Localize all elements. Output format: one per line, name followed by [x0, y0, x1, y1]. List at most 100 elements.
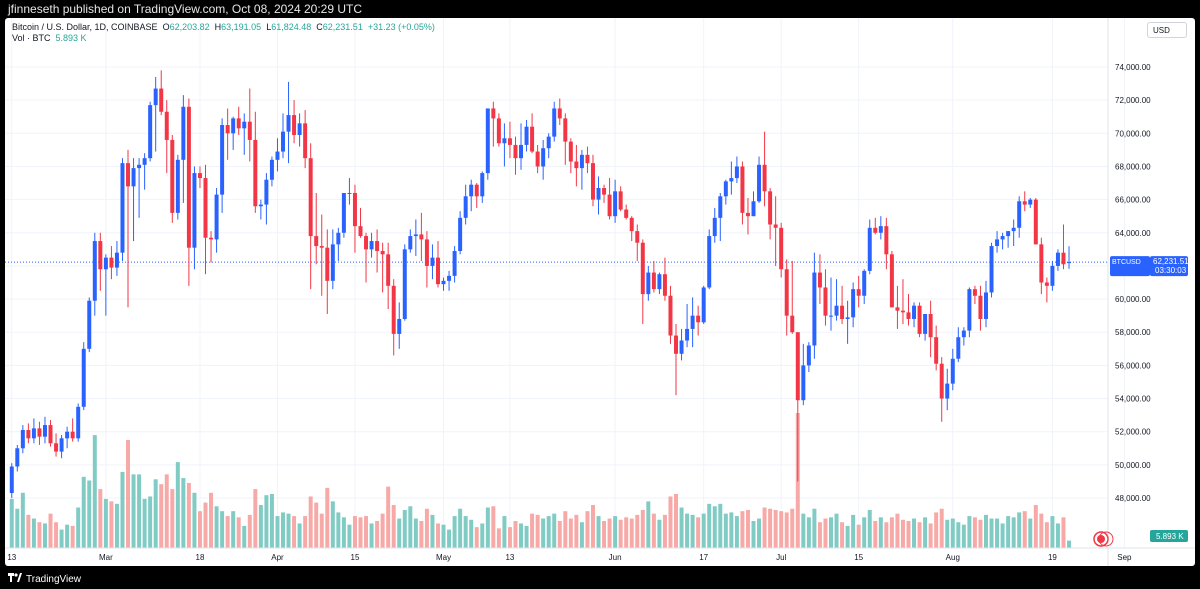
candle-body — [347, 192, 352, 194]
volume-bar — [912, 518, 917, 548]
candle-body — [54, 443, 59, 452]
volume-bar — [319, 513, 324, 548]
volume-bar — [1067, 540, 1072, 548]
candle-body — [707, 236, 712, 288]
volume-bar — [674, 494, 679, 548]
volume-bar — [867, 509, 872, 548]
candle-body — [474, 184, 479, 197]
candle-body — [934, 337, 939, 364]
candle-body — [613, 191, 618, 217]
x-tick-label: Apr — [271, 553, 284, 562]
candle-body — [31, 428, 36, 439]
volume-bar — [585, 511, 590, 548]
volume-bar — [303, 516, 308, 548]
y-tick-label: 74,000.00 — [1115, 63, 1151, 72]
volume-bar — [579, 522, 584, 548]
candle-body — [65, 431, 70, 439]
volume-label: Vol · BTC — [12, 33, 51, 43]
volume-bar — [995, 518, 1000, 548]
candle-body — [668, 295, 673, 336]
candle-body — [220, 125, 225, 195]
candle-body — [76, 406, 81, 439]
candle-body — [186, 106, 191, 248]
volume-bar — [801, 513, 806, 548]
volume-bar — [928, 523, 933, 548]
x-tick-label: 17 — [699, 553, 708, 562]
candle-body — [258, 204, 263, 207]
candle-body — [413, 234, 418, 237]
volume-bar — [812, 508, 817, 548]
events-marker-icon[interactable] — [1093, 531, 1114, 547]
volume-bar — [98, 489, 103, 548]
volume-bar — [181, 478, 186, 548]
candle-body — [319, 246, 324, 248]
candle-body — [995, 239, 1000, 247]
price-tag-countdown: 03:30:03 — [1155, 266, 1187, 275]
candle-body — [784, 269, 789, 316]
candle-body — [26, 430, 31, 439]
volume-bar — [668, 496, 673, 548]
candle-body — [325, 247, 330, 281]
price-tag-symbol: BTCUSD — [1112, 259, 1141, 266]
candle-body — [109, 257, 114, 268]
volume-bar — [1017, 512, 1022, 548]
candle-body — [989, 246, 994, 293]
candle-body — [1044, 282, 1049, 286]
volume-bar — [1006, 516, 1011, 548]
candle-body — [956, 337, 961, 359]
candle-body — [840, 305, 845, 319]
volume-bar — [314, 502, 319, 548]
volume-bar — [961, 524, 966, 548]
volume-bar — [690, 514, 695, 548]
price-chart[interactable]: 48,000.00 50,000.00 52,000.00 54,000.00 56,0… — [5, 18, 1195, 566]
candle-body — [729, 178, 734, 182]
volume-row: Vol · BTC 5.893 K — [12, 33, 435, 44]
volume-bar — [220, 511, 225, 548]
close-value: 62,231.51 — [322, 22, 363, 32]
tradingview-logo[interactable]: TradingView — [8, 573, 81, 585]
candle-body — [829, 315, 833, 317]
candle-body — [878, 226, 883, 233]
candle-body — [98, 241, 103, 270]
volume-bar — [552, 513, 557, 548]
volume-bar — [496, 528, 501, 548]
volume-bar — [662, 514, 667, 548]
candle-body — [159, 88, 164, 112]
volume-bar — [740, 511, 745, 548]
volume-bar — [369, 523, 374, 548]
candle-body — [790, 315, 795, 333]
volume-bar — [651, 513, 656, 548]
candle-body — [391, 285, 396, 334]
candle-body — [917, 305, 922, 334]
volume-bar — [729, 512, 734, 548]
volume-bar — [54, 522, 59, 548]
volume-bar — [347, 524, 352, 548]
candle-body — [1050, 265, 1055, 286]
volume-bar — [380, 513, 385, 548]
volume-bar — [148, 496, 153, 548]
volume-bar — [48, 513, 53, 548]
candle-body — [740, 166, 745, 213]
time-axis[interactable]: 13Mar18Apr15May13Jun17Jul15Aug19Sep16Oct… — [7, 553, 1195, 562]
volume-bar — [463, 516, 468, 548]
candle-body — [1039, 244, 1044, 283]
chart-panel[interactable]: 48,000.00 50,000.00 52,000.00 54,000.00 56,0… — [5, 18, 1195, 566]
volume-bar — [203, 502, 208, 548]
candle-body — [773, 224, 778, 228]
candle-body — [563, 118, 568, 142]
volume-bar — [734, 516, 739, 548]
candle-body — [15, 448, 20, 467]
volume-bar — [485, 507, 490, 548]
candle-body — [92, 241, 97, 301]
candle-body — [723, 181, 728, 197]
candle-body — [203, 178, 208, 238]
candle-body — [651, 272, 656, 290]
price-axis[interactable]: 48,000.00 50,000.00 52,000.00 54,000.00 56,0… — [1115, 63, 1151, 503]
high-label: H — [214, 22, 222, 32]
volume-bar — [889, 517, 894, 548]
candle-body — [762, 164, 767, 192]
volume-bar — [712, 506, 717, 548]
currency-button[interactable]: USD — [1147, 22, 1187, 38]
candle-body — [900, 310, 905, 313]
volume-bar — [386, 486, 391, 548]
